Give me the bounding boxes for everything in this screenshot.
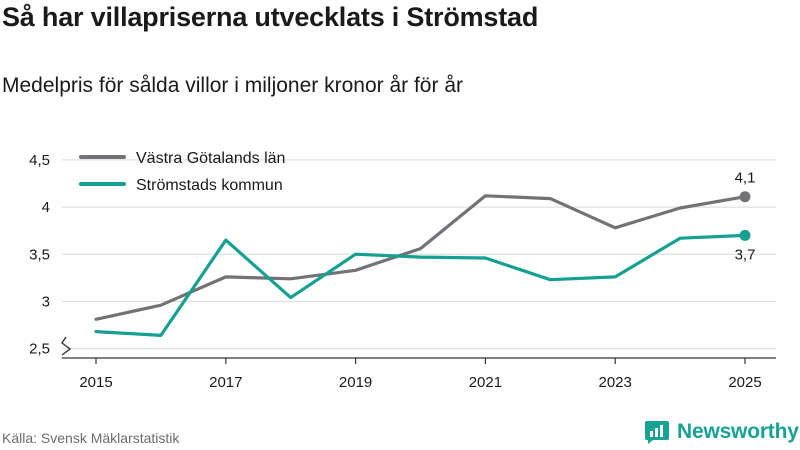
- y-tick-label: 4,5: [29, 152, 50, 169]
- y-tick-label: 4: [42, 199, 50, 216]
- series-lines: [94, 191, 751, 337]
- axes: 2,5 3 3,5 4 4,5 2015 2017 2019 2021 2023 2025: [29, 152, 776, 391]
- x-tick-label: 2015: [79, 374, 112, 391]
- y-tick-label: 3: [42, 293, 50, 310]
- chart-title: Så har villapriserna utvecklats i Ströms…: [2, 2, 539, 32]
- x-tick-label: 2023: [599, 374, 632, 391]
- x-tick-label: 2025: [728, 374, 761, 391]
- y-tick-label: 2,5: [29, 341, 50, 358]
- y-tick-label: 3,5: [29, 246, 50, 263]
- end-value-label: 4,1: [735, 170, 756, 187]
- x-tick-label: 2021: [469, 374, 502, 391]
- series-end-marker: [739, 229, 751, 241]
- series-line-stromstad: [94, 233, 747, 337]
- axis-break-mark: [61, 336, 72, 356]
- data-labels: 4,1 3,7: [735, 170, 756, 264]
- newsworthy-logo-icon: [645, 421, 669, 444]
- brand-name: Newsworthy: [677, 420, 799, 443]
- newsworthy-logo: Newsworthy: [644, 419, 799, 445]
- x-tick-label: 2017: [209, 374, 242, 391]
- legend-label: Västra Götalands län: [136, 150, 285, 167]
- series-line-vastra-gotaland: [94, 194, 747, 321]
- x-tick-label: 2019: [339, 374, 372, 391]
- grid-lines: [62, 159, 776, 350]
- chart-subtitle: Medelpris för sålda villor i miljoner kr…: [2, 74, 463, 97]
- legend-label: Strömstads kommun: [136, 177, 283, 194]
- series-end-marker: [739, 191, 751, 203]
- legend: Västra Götalands län Strömstads kommun: [79, 150, 285, 194]
- source-note: Källa: Svensk Mäklarstatistik: [2, 430, 180, 446]
- end-value-label: 3,7: [735, 246, 756, 263]
